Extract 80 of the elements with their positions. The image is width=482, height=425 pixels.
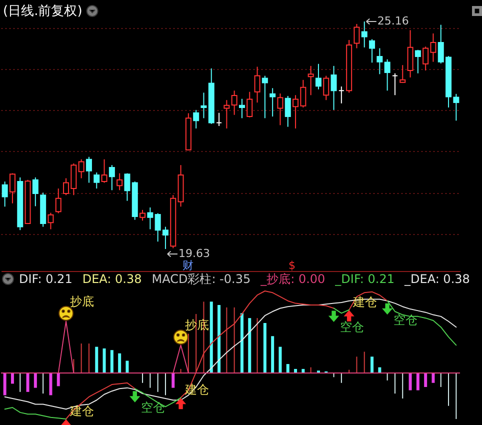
candlestick <box>147 206 154 230</box>
candlestick <box>330 65 337 110</box>
candlestick <box>376 48 383 75</box>
bar <box>10 373 14 384</box>
candlestick <box>407 30 414 78</box>
bar <box>424 373 428 387</box>
candlestick <box>277 92 284 126</box>
bar <box>416 373 420 390</box>
text: _DIF: 0.21 <box>334 272 395 286</box>
text: DIF: 0.21 <box>19 272 72 286</box>
candlestick <box>323 75 330 101</box>
candlestick <box>216 112 222 126</box>
bar <box>218 304 221 374</box>
candlestick <box>400 64 406 84</box>
candlestick <box>224 100 230 129</box>
candlestick <box>140 209 146 222</box>
candlestick <box>116 172 123 191</box>
candlestick <box>231 90 238 116</box>
candlestick <box>9 172 16 204</box>
candlestick <box>262 75 268 119</box>
bar <box>3 373 6 396</box>
bar <box>210 302 213 374</box>
bar <box>102 348 106 374</box>
text: _DEA: 0.38 <box>404 272 470 286</box>
annotation: 抄底 <box>70 294 94 308</box>
bar <box>110 350 114 374</box>
annotation: 空仓 <box>393 312 418 327</box>
bar <box>248 318 252 374</box>
candlestick <box>78 158 84 179</box>
annotation: 19.63 <box>178 247 210 260</box>
candlestick <box>94 172 100 190</box>
candlestick <box>48 212 54 230</box>
bar <box>49 373 52 396</box>
candlestick <box>361 21 368 48</box>
bar <box>263 323 266 374</box>
candlestick <box>284 95 291 128</box>
candlestick <box>414 49 421 74</box>
candlestick <box>2 181 8 208</box>
candlestick <box>254 66 260 104</box>
text: 财 <box>182 259 194 272</box>
candlestick <box>108 164 115 191</box>
bar <box>118 353 122 374</box>
bar <box>370 356 374 374</box>
bar <box>278 346 282 374</box>
candlestick <box>392 72 398 96</box>
bar <box>95 346 98 374</box>
candlestick <box>193 109 200 129</box>
candlestick <box>308 65 314 96</box>
text: DEA: 0.38 <box>82 272 142 286</box>
annotation: 空仓 <box>140 400 165 415</box>
bar <box>286 364 290 374</box>
candlestick <box>55 188 62 214</box>
candlestick <box>238 98 245 119</box>
chart-title: (日线.前复权) <box>3 4 82 19</box>
text: MACD彩柱: -0.35 <box>152 272 251 286</box>
candlestick <box>86 156 92 184</box>
candlestick <box>246 91 253 118</box>
text: $ <box>288 259 296 272</box>
bar <box>271 336 274 374</box>
candlestick <box>384 58 390 92</box>
annotation: 空仓 <box>340 320 364 334</box>
bar <box>240 313 244 374</box>
text: _抄底: 0.00 <box>260 272 326 286</box>
bar <box>408 373 412 390</box>
candlestick <box>200 92 207 119</box>
bar <box>34 373 37 388</box>
candlestick <box>354 23 360 49</box>
candlestick <box>32 176 38 207</box>
candlestick <box>315 63 322 90</box>
bar <box>26 373 30 392</box>
candlestick <box>270 88 276 118</box>
candlestick <box>124 172 130 202</box>
bar <box>56 373 60 386</box>
annotation: 25.16 <box>377 14 409 28</box>
bar <box>172 373 175 388</box>
candlestick <box>338 86 344 104</box>
candlestick <box>369 38 376 64</box>
bar <box>126 360 129 374</box>
candlestick <box>101 158 108 184</box>
bar <box>432 373 435 383</box>
